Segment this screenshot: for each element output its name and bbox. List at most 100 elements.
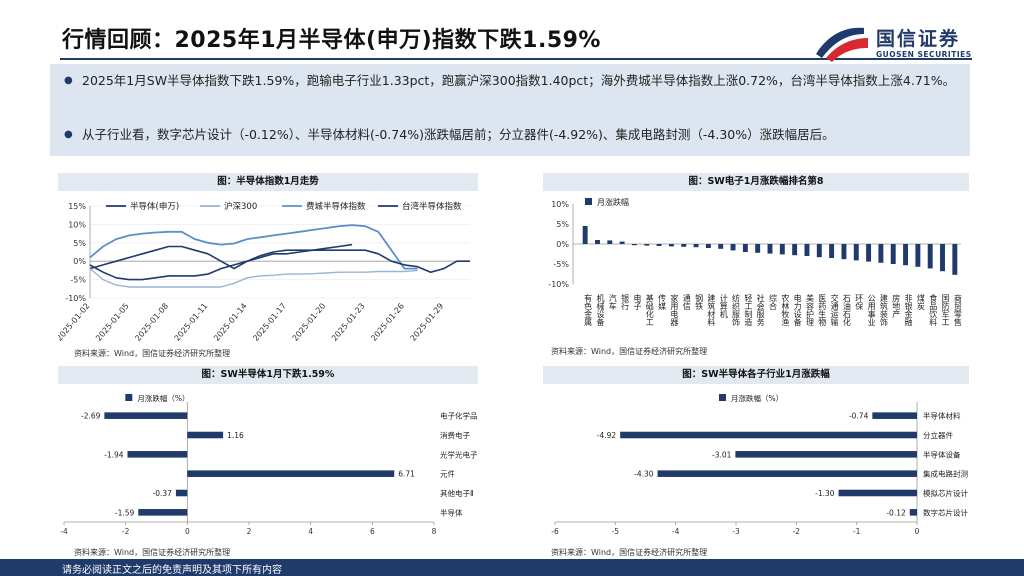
x-tick-label: -4 (60, 527, 68, 536)
x-tick-label: 2 (247, 527, 252, 536)
bar (940, 244, 945, 272)
bar (838, 489, 917, 497)
x-tick-label: 8 (432, 527, 437, 536)
x-tick-label: 2025-01-20 (291, 302, 328, 343)
category-label: 半导体材料 (923, 411, 961, 421)
chart3-source: 资料来源：Wind，国信证券经济研究所整理 (74, 548, 231, 557)
bar (927, 244, 933, 269)
category-label: 数字芯片设计 (923, 507, 968, 517)
category-label: 有色金属 (584, 293, 593, 327)
x-tick-label: 2025-01-23 (330, 302, 367, 343)
bar (138, 509, 188, 516)
page-title: 行情回顾：2025年1月半导体(申万)指数下跌1.59% (62, 28, 601, 53)
chart4-title: 图：SW半导体各子行业1月涨跌幅 (543, 366, 969, 384)
x-tick-label: 0 (185, 527, 190, 536)
bar (127, 451, 188, 458)
sub-industry-bar-chart: -6 -5 -4 -3 -2 -1 0 -0.74 半导体材料 -4.92 分立器件 -3.01 半导体… (551, 393, 968, 536)
bar (175, 489, 188, 497)
bar (804, 244, 810, 256)
x-tick-label: 4 (308, 527, 313, 536)
category-label: 消费电子 (440, 430, 470, 440)
category-label: 模拟芯片设计 (923, 488, 968, 498)
bar (909, 509, 917, 516)
legend-swatch (719, 394, 726, 401)
category-label: 光学光电子 (440, 449, 478, 459)
category-label: 传媒 (658, 293, 667, 311)
bar (779, 244, 785, 255)
category-label: 公用事业 (867, 294, 876, 326)
data-label: -1.30 (815, 489, 835, 498)
chart1-source: 资料来源：Wind，国信证券经济研究所整理 (74, 349, 231, 358)
bar (792, 244, 798, 256)
data-label: -4.30 (634, 470, 654, 479)
x-tick-label: -6 (551, 527, 559, 536)
bar (718, 244, 724, 249)
chart1-title: 图：半导体指数1月走势 (58, 173, 478, 191)
data-label: -4.92 (597, 431, 617, 440)
summary-bullet-2: 从子行业看，数字芯片设计（-0.12%）、半导体材料(-0.74%)涨跌幅居前；… (64, 124, 972, 146)
category-label: 钢铁 (695, 293, 704, 311)
y-tick-label: -10% (65, 294, 86, 303)
footer-disclaimer: 请务必阅读正文之后的免责声明及其项下所有内容 (62, 565, 282, 576)
bar (705, 244, 711, 248)
bar (866, 244, 872, 262)
summary-box: 2025年1月SW半导体指数下跌1.59%，跑输电子行业1.33pct，跑赢沪深… (50, 64, 970, 156)
y-tick-label: 0% (556, 240, 569, 249)
category-label: 交通运输 (830, 293, 839, 327)
legend-label: 月涨跌幅（%） (731, 393, 783, 403)
category-label: 通信 (682, 293, 691, 311)
bar (878, 244, 884, 263)
legend-label: 沪深300 (224, 201, 257, 212)
industry-bar-chart: 10% 5% 0% -5% -10% 有色金属 机械设备 汽车 银行 电子 基础化工 传媒 家用电器 通信… (548, 197, 962, 327)
x-tick-label: -2 (793, 527, 801, 536)
bar (915, 244, 921, 267)
legend-label: 月涨跌幅（%） (137, 393, 189, 403)
data-label: -3.01 (712, 450, 732, 459)
guosen-logo-icon (816, 27, 868, 62)
category-label: 商贸零售 (953, 293, 962, 327)
category-label: 银行 (621, 293, 630, 311)
x-tick-label: 2025-01-26 (369, 302, 406, 343)
y-tick-label: 10% (68, 220, 86, 229)
x-tick-label: 2025-01-29 (409, 302, 446, 343)
bar (187, 470, 395, 477)
x-tick-label: -2 (122, 527, 130, 536)
bar (755, 244, 761, 253)
x-tick-label: 0 (915, 527, 920, 536)
category-label: 半导体设备 (923, 449, 961, 459)
series-line-1 (89, 243, 353, 270)
category-label: 房地产 (892, 293, 901, 319)
bar (595, 240, 600, 244)
category-label: 非银金融 (904, 293, 913, 327)
title-divider (60, 58, 972, 60)
bar (742, 244, 748, 252)
category-label: 电力设备 (793, 293, 802, 327)
logo-subtitle: GUOSEN SECURITIES (876, 50, 972, 59)
y-tick-label: 0% (73, 257, 86, 266)
bar (668, 244, 674, 247)
bar (952, 244, 958, 275)
category-label: 计算机 (719, 293, 728, 319)
category-label: 医药生物 (818, 294, 827, 327)
series-line-4 (89, 249, 470, 281)
category-label: 社会服务 (756, 293, 765, 327)
x-tick-label: 2025-01-02 (58, 302, 92, 343)
category-label: 集成电路封测 (923, 469, 968, 479)
chart2-title: 图：SW电子1月涨跌幅排名第8 (543, 173, 969, 191)
y-tick-label: 15% (68, 202, 86, 211)
sw-semiconductor-bar-chart: -4 -2 0 2 4 6 8 -2.69 电子化学品Ⅱ 1.16 消费电子 -1.94 光学光电子 6.… (60, 393, 478, 536)
category-label: 半导体 (440, 507, 463, 517)
chart3-title: 图：SW半导体1月下跌1.59% (58, 366, 478, 384)
category-label: 机械设备 (596, 293, 605, 327)
category-label: 石油石化 (842, 294, 851, 327)
data-label: -0.74 (849, 412, 869, 421)
bar (872, 412, 917, 419)
legend-swatch (585, 198, 592, 205)
chart4-source: 资料来源：Wind，国信证券经济研究所整理 (551, 548, 708, 557)
category-label: 汽车 (608, 293, 617, 311)
x-tick-label: -5 (612, 527, 620, 536)
legend-label: 月涨跌幅 (597, 197, 629, 207)
bar (681, 244, 687, 247)
data-label: -0.12 (886, 508, 906, 517)
x-tick-label: 2025-01-14 (212, 302, 249, 343)
